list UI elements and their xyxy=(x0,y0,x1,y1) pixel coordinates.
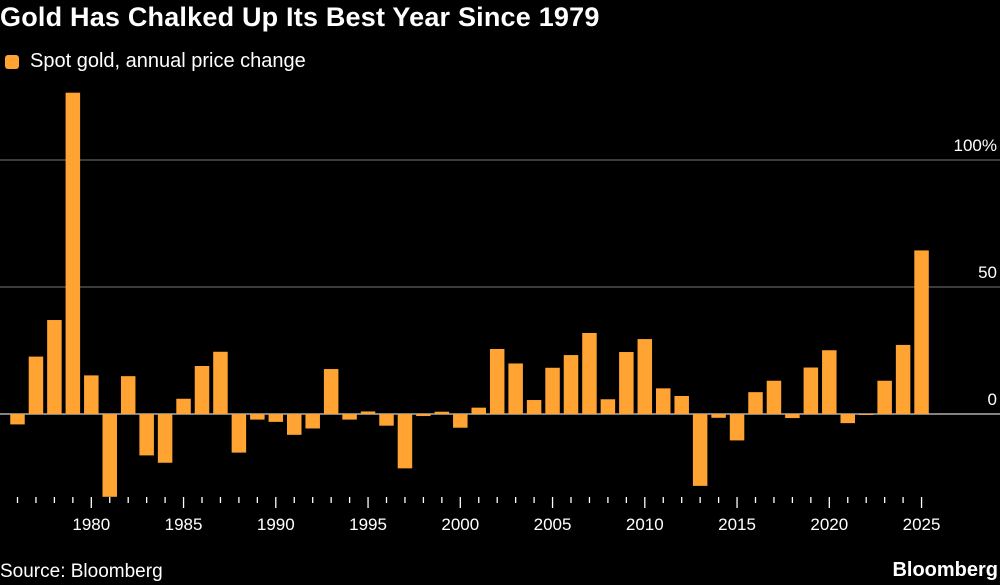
source-note: Source: Bloomberg xyxy=(0,561,163,582)
bar-1990 xyxy=(268,414,284,422)
bar-2023 xyxy=(877,380,892,414)
x-tick-label: 2010 xyxy=(626,515,664,534)
x-tick-label: 2000 xyxy=(441,515,479,534)
bar-1982 xyxy=(120,376,136,414)
x-axis: 1980 1985 1990 1995 2000 2005 2010 2015 2020 2025 xyxy=(16,497,941,534)
bar-2020 xyxy=(822,350,837,414)
bar-1987 xyxy=(213,351,228,414)
x-tick-label: 1995 xyxy=(349,515,387,534)
bar-1985 xyxy=(176,398,191,414)
bar-1996 xyxy=(379,414,394,426)
bar-1980 xyxy=(84,375,99,414)
x-tick-label: 1990 xyxy=(257,515,295,534)
bar-2015 xyxy=(729,414,745,441)
bar-1999 xyxy=(434,411,450,414)
bar-1988 xyxy=(231,414,247,453)
bar-2016 xyxy=(748,392,763,414)
bar-1997 xyxy=(397,414,413,469)
bars xyxy=(10,92,929,497)
bar-1979 xyxy=(65,92,81,414)
bar-2000 xyxy=(453,414,468,428)
bar-1976 xyxy=(10,414,25,425)
bar-1992 xyxy=(305,414,320,429)
bloomberg-logo: Bloomberg xyxy=(892,559,998,581)
bar-2012 xyxy=(674,395,689,414)
bar-2019 xyxy=(803,367,819,414)
bar-2006 xyxy=(563,355,579,414)
bar-2001 xyxy=(471,407,486,414)
x-tick-label: 2025 xyxy=(903,515,941,534)
bar-2025 xyxy=(914,250,929,414)
bar-1983 xyxy=(139,414,154,456)
chart-title: Gold Has Chalked Up Its Best Year Since … xyxy=(0,2,600,32)
bar-2018 xyxy=(785,414,800,419)
bar-2021 xyxy=(840,414,855,424)
bar-1977 xyxy=(28,356,44,414)
x-tick-label: 1980 xyxy=(72,515,110,534)
x-tick-label: 1985 xyxy=(165,515,203,534)
bar-1994 xyxy=(342,414,357,420)
bar-1978 xyxy=(47,320,62,414)
bar-1991 xyxy=(287,414,302,435)
bar-2002 xyxy=(489,348,505,414)
y-tick-label: 50 xyxy=(978,263,997,282)
y-tick-label: 0 xyxy=(988,390,997,409)
bar-2003 xyxy=(508,363,523,414)
legend-swatch xyxy=(5,54,19,69)
bar-1986 xyxy=(194,365,210,414)
bar-2005 xyxy=(545,367,560,414)
bar-2008 xyxy=(600,399,616,414)
y-tick-label: 100% xyxy=(954,136,997,155)
bar-1998 xyxy=(416,414,431,417)
bar-2024 xyxy=(895,344,911,414)
bar-2004 xyxy=(526,400,542,414)
legend-label: Spot gold, annual price change xyxy=(30,50,306,72)
bar-2013 xyxy=(692,414,708,486)
legend: Spot gold, annual price change xyxy=(5,50,306,73)
bar-2007 xyxy=(582,332,597,414)
x-tick-label: 2015 xyxy=(718,515,756,534)
x-tick-label: 2005 xyxy=(534,515,572,534)
bar-2011 xyxy=(656,388,671,414)
y-axis: 0 50 100% xyxy=(954,136,997,409)
bar-2009 xyxy=(619,352,634,414)
x-tick-label: 2020 xyxy=(810,515,848,534)
bar-1981 xyxy=(102,414,117,497)
bar-1984 xyxy=(157,414,173,463)
bar-2014 xyxy=(711,414,726,418)
bar-2022 xyxy=(858,414,874,415)
bar-1995 xyxy=(360,411,376,414)
bar-2010 xyxy=(637,339,653,414)
bar-2017 xyxy=(766,380,782,414)
bar-1993 xyxy=(323,369,339,414)
bar-1989 xyxy=(250,414,265,420)
